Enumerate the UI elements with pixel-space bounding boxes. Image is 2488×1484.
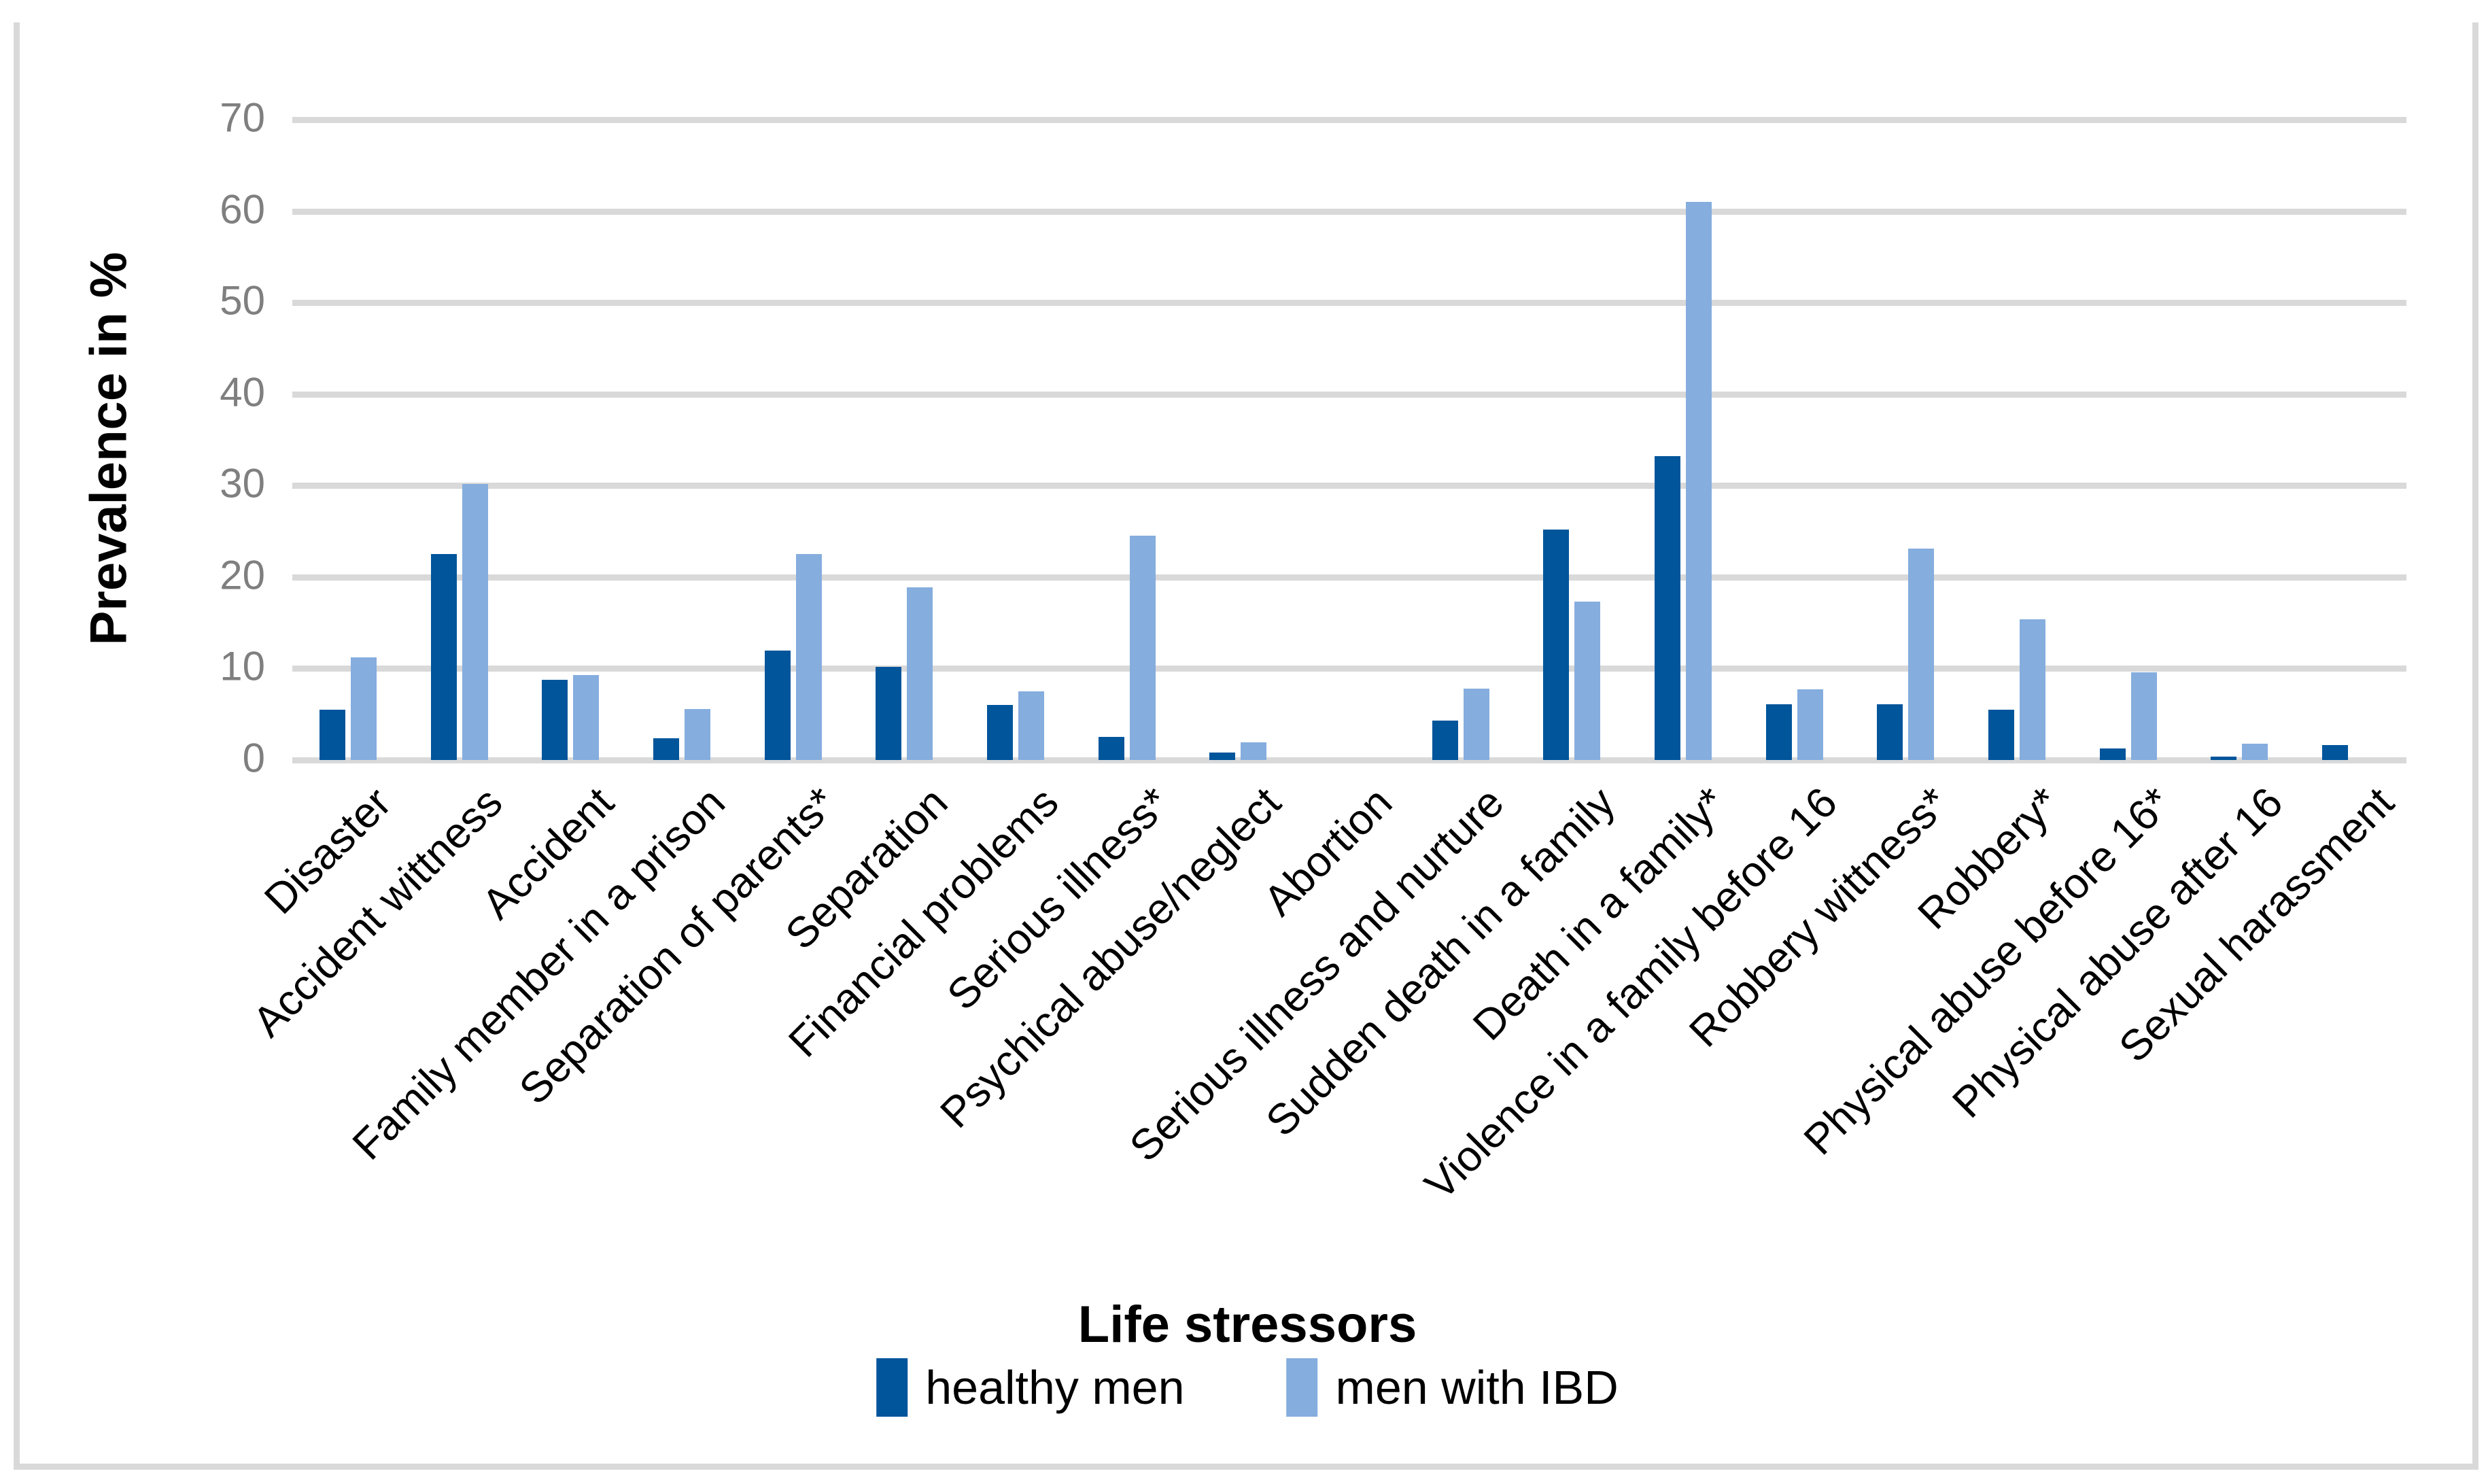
y-tick-label-70: 70 bbox=[220, 94, 265, 141]
chart-frame bbox=[14, 22, 2478, 1470]
y-tick-label-10: 10 bbox=[220, 643, 265, 689]
bar-men-with-ibd bbox=[1464, 689, 1489, 760]
bar-men-with-ibd bbox=[573, 675, 599, 760]
gridline-10 bbox=[292, 666, 2406, 672]
bar-healthy-men bbox=[765, 651, 791, 760]
y-tick-label-30: 30 bbox=[220, 460, 265, 506]
legend-swatch-men-with-ibd bbox=[1286, 1358, 1318, 1417]
gridline-60 bbox=[292, 209, 2406, 215]
legend-swatch-healthy-men bbox=[876, 1358, 908, 1417]
bar-healthy-men bbox=[1099, 737, 1124, 760]
legend-item-men-with-ibd: men with IBD bbox=[1286, 1358, 1619, 1417]
gridline-30 bbox=[292, 483, 2406, 489]
y-tick-label-0: 0 bbox=[242, 735, 265, 781]
bar-men-with-ibd bbox=[685, 709, 710, 760]
bar-healthy-men bbox=[1766, 704, 1792, 760]
bar-healthy-men bbox=[2100, 748, 2126, 760]
bar-healthy-men bbox=[2211, 757, 2236, 760]
gridline-50 bbox=[292, 300, 2406, 306]
bar-healthy-men bbox=[653, 738, 679, 760]
y-tick-label-40: 40 bbox=[220, 369, 265, 415]
bar-healthy-men bbox=[2322, 745, 2348, 760]
y-tick-label-60: 60 bbox=[220, 186, 265, 232]
bar-healthy-men bbox=[542, 680, 568, 760]
y-tick-label-20: 20 bbox=[220, 552, 265, 598]
bar-healthy-men bbox=[1543, 530, 1569, 760]
bar-men-with-ibd bbox=[462, 484, 488, 760]
bar-men-with-ibd bbox=[1130, 536, 1156, 760]
bar-men-with-ibd bbox=[907, 587, 933, 760]
gridline-70 bbox=[292, 117, 2406, 123]
bar-men-with-ibd bbox=[1908, 549, 1934, 760]
y-tick-label-50: 50 bbox=[220, 277, 265, 324]
bar-men-with-ibd bbox=[1241, 742, 1266, 760]
bar-men-with-ibd bbox=[2131, 672, 2157, 760]
bar-men-with-ibd bbox=[351, 657, 377, 760]
x-axis-title: Life stressors bbox=[1077, 1296, 1417, 1353]
bar-healthy-men bbox=[1877, 704, 1903, 760]
legend-label-healthy-men: healthy men bbox=[925, 1361, 1185, 1414]
bar-men-with-ibd bbox=[1797, 689, 1823, 760]
bar-healthy-men bbox=[319, 710, 345, 760]
bar-healthy-men bbox=[431, 554, 457, 760]
bar-healthy-men bbox=[1988, 710, 2014, 760]
gridline-20 bbox=[292, 574, 2406, 581]
legend-label-men-with-ibd: men with IBD bbox=[1335, 1361, 1619, 1414]
legend: healthy men men with IBD bbox=[876, 1358, 1619, 1417]
bar-healthy-men bbox=[1432, 721, 1458, 760]
bar-healthy-men bbox=[987, 705, 1013, 760]
bar-men-with-ibd bbox=[2242, 744, 2268, 760]
y-axis-title: Prevalence in % bbox=[80, 252, 138, 646]
gridline-40 bbox=[292, 392, 2406, 398]
bar-men-with-ibd bbox=[2020, 619, 2045, 760]
bar-healthy-men bbox=[1209, 753, 1235, 760]
bar-healthy-men bbox=[876, 667, 901, 760]
bar-healthy-men bbox=[1655, 456, 1680, 760]
bar-men-with-ibd bbox=[1574, 602, 1600, 760]
legend-item-healthy-men: healthy men bbox=[876, 1358, 1185, 1417]
bar-men-with-ibd bbox=[1686, 202, 1712, 760]
bar-men-with-ibd bbox=[1018, 691, 1044, 760]
gridline-0 bbox=[292, 757, 2406, 763]
bar-men-with-ibd bbox=[796, 554, 822, 760]
